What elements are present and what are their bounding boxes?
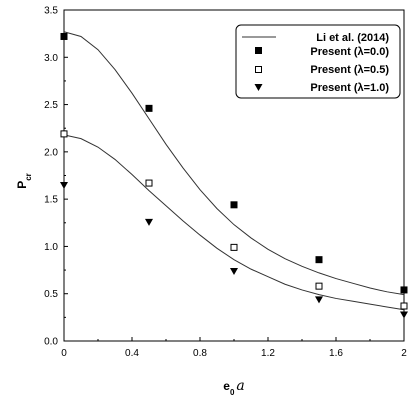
marker-filled-triangle-down xyxy=(315,296,323,304)
x-tick-label: 1.2 xyxy=(261,348,275,359)
marker-filled-square xyxy=(60,32,68,40)
marker-open-square xyxy=(60,130,68,138)
y-tick-label: 1.5 xyxy=(44,195,58,206)
marker-filled-square xyxy=(230,201,238,209)
x-tick-label: 2 xyxy=(401,348,407,359)
legend-triangle-down-icon xyxy=(254,84,263,91)
x-axis-title-var: a xyxy=(236,378,244,394)
y-axis-title: Pcr xyxy=(15,173,33,189)
marker-filled-triangle-down xyxy=(400,311,408,319)
y-tick-label: 0.0 xyxy=(44,337,58,348)
marker-filled-square xyxy=(400,286,408,294)
marker-open-square xyxy=(400,302,408,310)
legend-filled-square-icon xyxy=(255,47,262,54)
li-et-al-curve xyxy=(63,31,405,296)
x-tick-label: 0.4 xyxy=(125,348,139,359)
marker-open-square xyxy=(230,243,238,251)
legend-label-present-1: Present (λ=1.0) xyxy=(310,82,389,94)
x-tick-label: 0.8 xyxy=(193,348,207,359)
x-axis-title-sub: 0 xyxy=(230,388,235,397)
li-et-al-curve xyxy=(63,134,405,311)
y-tick-label: 3.5 xyxy=(44,6,58,17)
marker-filled-square xyxy=(145,104,153,112)
axis-ticks: 0 0.4 0.8 1.2 1.6 2 0.0 0.5 1.0 1.5 2.0 2.5 3.0 3.5 xyxy=(44,6,407,360)
y-tick-label: 2.0 xyxy=(44,147,58,158)
x-tick-label: 1.6 xyxy=(329,348,343,359)
y-tick-label: 3.0 xyxy=(44,53,58,64)
x-axis-title: e0 a xyxy=(223,378,245,397)
y-tick-label: 2.5 xyxy=(44,100,58,111)
marker-open-square xyxy=(315,282,323,290)
legend-open-square-icon xyxy=(255,66,262,73)
marker-filled-triangle-down xyxy=(145,218,153,226)
legend: Li et al. (2014) Present (λ=0.0) Present… xyxy=(235,24,401,99)
y-axis-title-sub: cr xyxy=(24,173,33,181)
legend-box xyxy=(235,24,401,99)
x-axis-title-base: e xyxy=(223,379,230,393)
marker-filled-triangle-down xyxy=(230,268,238,276)
marker-open-square xyxy=(145,179,153,187)
legend-label-present-0: Present (λ=0.0) xyxy=(310,46,389,58)
reference-curves xyxy=(63,31,405,311)
legend-label-present-05: Present (λ=0.5) xyxy=(310,64,389,76)
y-tick-label: 1.0 xyxy=(44,242,58,253)
x-tick-label: 0 xyxy=(61,348,67,359)
data-markers xyxy=(60,32,408,319)
y-tick-label: 0.5 xyxy=(44,289,58,300)
legend-label-li: Li et al. (2014) xyxy=(316,32,389,44)
marker-filled-square xyxy=(315,256,323,264)
y-axis-title-base: P xyxy=(15,181,29,189)
marker-filled-triangle-down xyxy=(60,181,68,189)
